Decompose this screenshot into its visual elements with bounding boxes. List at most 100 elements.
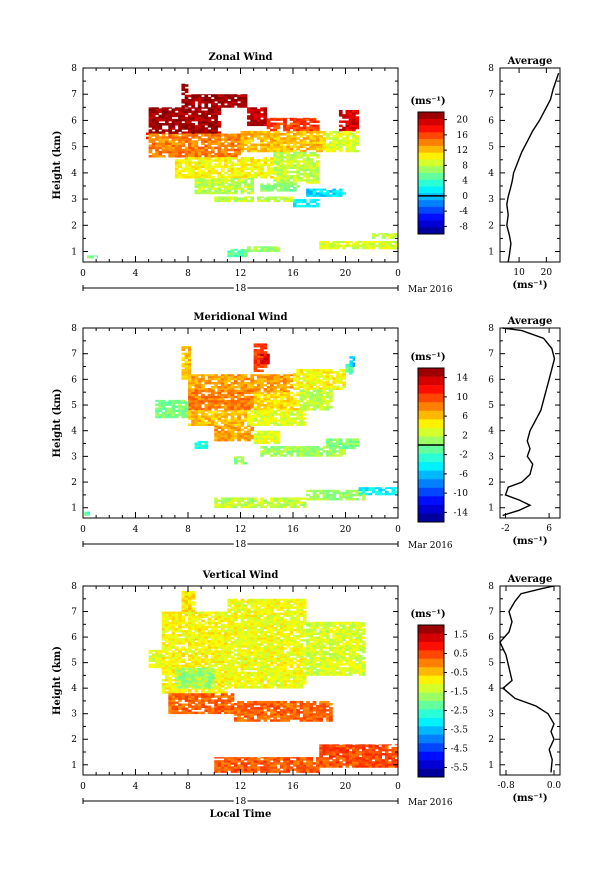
data-cell bbox=[168, 118, 172, 122]
data-cell bbox=[224, 421, 228, 424]
data-cell bbox=[178, 173, 182, 177]
data-cell bbox=[375, 490, 379, 494]
data-cell bbox=[348, 124, 353, 128]
colorbar-band bbox=[418, 227, 444, 235]
data-cell bbox=[315, 395, 320, 399]
data-cell bbox=[191, 388, 195, 391]
heatmap-cells bbox=[86, 83, 399, 259]
data-cell bbox=[296, 417, 300, 420]
data-cell bbox=[161, 611, 166, 614]
average-x-tick-label: -2 bbox=[501, 524, 510, 534]
data-cell bbox=[194, 662, 199, 666]
data-cell bbox=[178, 150, 182, 154]
data-cell bbox=[184, 607, 189, 610]
data-cell bbox=[181, 642, 186, 645]
data-cell bbox=[191, 101, 195, 104]
data-cell bbox=[171, 150, 176, 154]
data-cell bbox=[188, 408, 192, 411]
data-cell bbox=[165, 403, 169, 406]
data-cell bbox=[332, 377, 337, 380]
data-cell bbox=[194, 388, 199, 391]
colorbar-band bbox=[418, 213, 444, 221]
data-cell bbox=[309, 377, 314, 380]
data-cell bbox=[224, 96, 228, 100]
data-cell bbox=[184, 98, 189, 102]
data-cell bbox=[240, 145, 245, 149]
data-cell bbox=[191, 652, 195, 655]
data-cell bbox=[299, 373, 304, 376]
data-cell bbox=[194, 191, 199, 195]
data-cell bbox=[191, 379, 195, 383]
data-cell bbox=[207, 374, 212, 377]
data-cell bbox=[266, 501, 271, 505]
data-cell bbox=[243, 395, 248, 399]
data-cell bbox=[315, 170, 320, 174]
data-cell bbox=[188, 593, 192, 596]
data-cell bbox=[174, 148, 179, 152]
data-cell bbox=[224, 503, 228, 507]
data-cell bbox=[171, 407, 176, 411]
data-cell bbox=[289, 183, 294, 186]
data-cell bbox=[230, 96, 235, 100]
data-cell bbox=[233, 404, 238, 407]
data-cell bbox=[181, 599, 186, 602]
data-cell bbox=[352, 358, 356, 361]
data-cell bbox=[273, 179, 277, 182]
data-cell bbox=[168, 131, 172, 134]
data-cell bbox=[178, 658, 182, 661]
data-cell bbox=[233, 628, 238, 632]
data-cell bbox=[210, 98, 215, 102]
data-cell bbox=[155, 136, 159, 139]
data-cell bbox=[197, 389, 202, 393]
data-cell bbox=[181, 83, 186, 85]
data-cell bbox=[348, 241, 353, 243]
data-cell bbox=[151, 142, 156, 145]
data-cell bbox=[233, 497, 238, 500]
data-cell bbox=[155, 138, 159, 141]
data-cell bbox=[296, 166, 300, 170]
data-cell bbox=[352, 147, 356, 151]
data-cell bbox=[204, 120, 209, 124]
data-cell bbox=[230, 408, 235, 411]
data-cell bbox=[306, 162, 310, 165]
data-cell bbox=[247, 176, 251, 179]
data-cell bbox=[240, 436, 245, 440]
data-cell bbox=[237, 138, 241, 141]
data-cell bbox=[204, 138, 209, 141]
data-cell bbox=[243, 133, 248, 136]
data-cell bbox=[283, 390, 287, 393]
data-cell bbox=[220, 157, 225, 160]
data-cell bbox=[168, 664, 172, 668]
data-cell bbox=[273, 170, 277, 174]
data-cell bbox=[171, 120, 176, 124]
data-cell bbox=[161, 678, 166, 682]
data-cell bbox=[286, 126, 291, 130]
data-cell bbox=[174, 161, 179, 164]
data-cell bbox=[168, 144, 172, 148]
data-cell bbox=[230, 140, 235, 143]
data-cell bbox=[302, 145, 307, 149]
data-cell bbox=[283, 501, 287, 505]
data-cell bbox=[260, 141, 264, 144]
data-cell bbox=[253, 419, 258, 422]
colorbar-band bbox=[418, 112, 444, 120]
data-cell bbox=[243, 497, 248, 500]
data-cell bbox=[184, 112, 189, 116]
data-cell bbox=[302, 124, 307, 128]
data-cell bbox=[240, 173, 245, 177]
data-cell bbox=[191, 399, 195, 403]
data-cell bbox=[256, 386, 261, 389]
data-cell bbox=[233, 98, 238, 102]
data-cell bbox=[230, 665, 235, 669]
data-cell bbox=[237, 501, 241, 505]
data-cell bbox=[355, 120, 360, 123]
data-cell bbox=[309, 200, 314, 204]
data-cell bbox=[319, 387, 323, 391]
data-cell bbox=[194, 423, 199, 426]
data-cell bbox=[240, 421, 245, 424]
data-cell bbox=[201, 150, 205, 154]
data-cell bbox=[188, 354, 192, 358]
data-cell bbox=[266, 355, 270, 359]
data-cell bbox=[286, 137, 291, 140]
data-cell bbox=[309, 448, 314, 451]
